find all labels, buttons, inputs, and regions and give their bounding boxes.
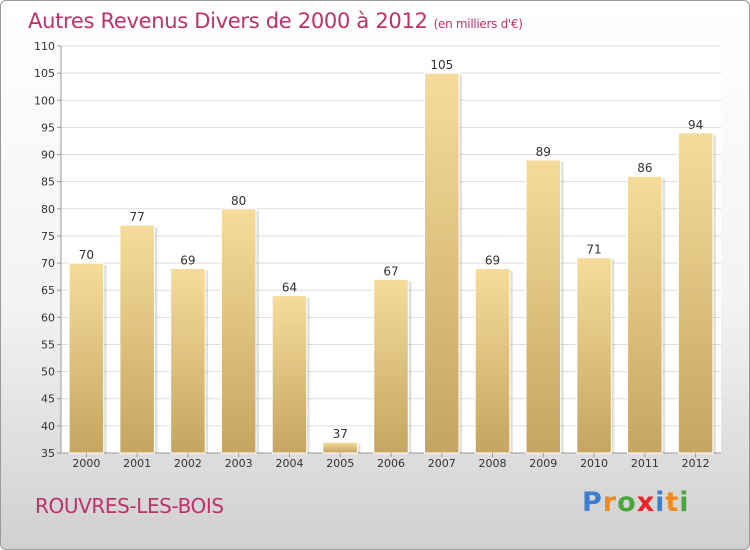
y-tick-label: 40 [41,420,55,433]
bar [474,267,511,454]
logo-letter: o [617,487,637,518]
chart-unit: (en milliers d'€) [433,17,523,31]
y-tick-label: 80 [41,203,55,216]
y-tick-label: 90 [41,149,55,162]
bar [576,257,612,454]
y-tick-label: 85 [41,176,55,189]
bar-value-label: 37 [333,427,348,441]
y-tick-label: 65 [41,284,55,297]
chart-title: Autres Revenus Divers de 2000 à 2012 (en … [28,9,523,33]
bar [424,72,460,454]
logo-letter: r [602,487,618,518]
bar-value-label: 80 [231,194,246,208]
y-tick-label: 105 [34,67,55,80]
bar-value-label: 105 [430,58,453,72]
proxiti-logo: Proxiti [582,487,690,518]
bar [627,175,663,454]
y-tick-label: 50 [41,366,55,379]
bar-value-label: 86 [637,161,652,175]
chart-title-text: Autres Revenus Divers de 2000 à 2012 [28,9,428,33]
bar [525,159,562,454]
bar [170,267,206,454]
x-tick-label: 2011 [631,457,659,470]
bar [322,441,358,454]
logo-letter: i [679,487,690,518]
y-tick-label: 45 [41,393,55,406]
bar-value-label: 64 [282,281,297,295]
bar-value-label: 69 [485,253,500,267]
town-name: ROUVRES-LES-BOIS [35,494,224,518]
bar [271,295,308,454]
logo-letter: i [655,487,666,518]
bar [220,208,257,454]
bar [373,278,409,454]
x-tick-label: 2002 [174,457,202,470]
bar [68,262,105,454]
y-tick-label: 95 [41,121,55,134]
y-tick-label: 70 [41,257,55,270]
bar-value-label: 70 [79,248,94,262]
x-tick-label: 2012 [682,457,710,470]
x-tick-label: 2001 [123,457,151,470]
bar-value-label: 77 [130,210,145,224]
x-tick-label: 2003 [225,457,253,470]
x-tick-label: 2008 [479,457,507,470]
y-tick-label: 75 [41,230,55,243]
logo-letter: t [665,487,680,518]
y-tick-label: 55 [41,338,55,351]
bar [677,132,714,454]
bar-value-label: 94 [688,118,703,132]
bar-value-label: 89 [536,145,551,159]
x-tick-label: 2000 [72,457,100,470]
logo-letter: P [582,487,603,518]
bar-value-label: 67 [383,264,398,278]
x-tick-label: 2004 [275,457,303,470]
bar-value-label: 71 [586,243,601,257]
y-tick-label: 35 [41,447,55,460]
bar-value-label: 69 [180,253,195,267]
logo-letter: x [636,487,656,518]
y-tick-label: 60 [41,311,55,324]
x-tick-label: 2007 [428,457,456,470]
y-tick-label: 110 [34,40,55,53]
bar [119,224,155,454]
y-tick-label: 100 [34,94,55,107]
x-tick-label: 2009 [529,457,557,470]
x-tick-label: 2010 [580,457,608,470]
x-tick-label: 2006 [377,457,405,470]
x-tick-label: 2005 [326,457,354,470]
